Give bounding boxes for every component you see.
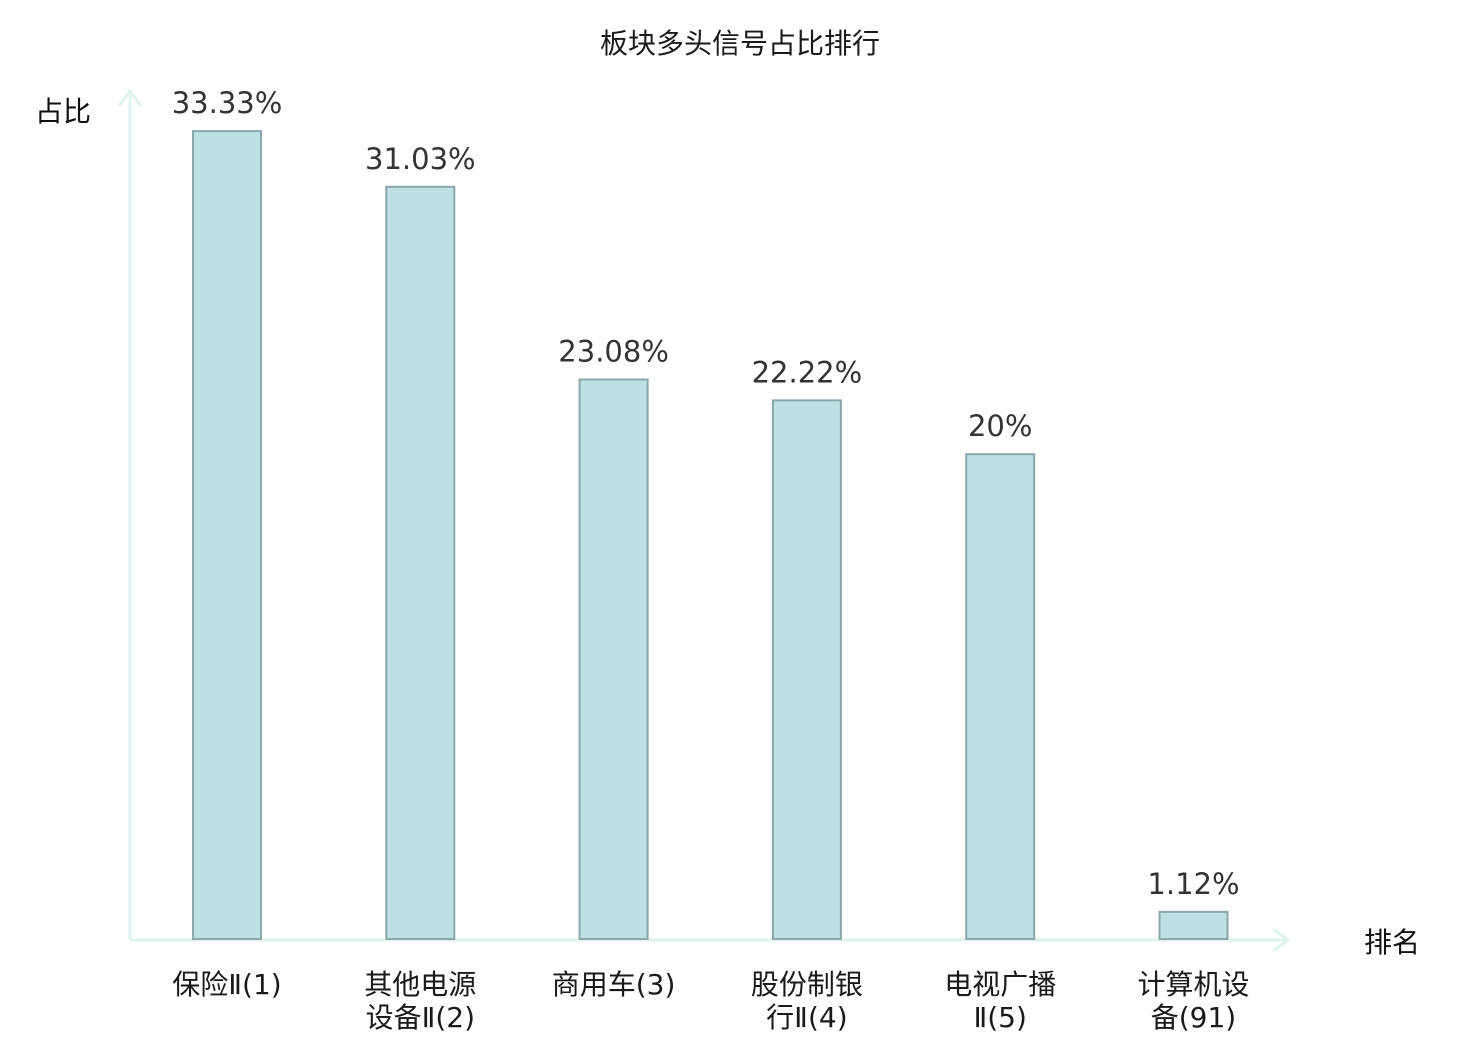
bar-4: [771, 399, 842, 940]
category-label-4-line-1: 股份制银: [751, 968, 863, 1001]
value-label-3: 23.08%: [558, 335, 669, 369]
category-label-5-line-2: Ⅱ(5): [973, 1001, 1026, 1034]
bar-2: [385, 185, 456, 941]
value-labels-group: 33.33% 31.03% 23.08% 22.22% 20% 1.12%: [172, 86, 1240, 901]
value-label-1: 33.33%: [172, 86, 283, 120]
x-axis-arrow: [1272, 927, 1291, 953]
value-label-5: 20%: [968, 409, 1032, 443]
x-axis-label: 排名: [1364, 926, 1420, 959]
bar-5: [965, 453, 1036, 940]
value-label-6: 1.12%: [1147, 867, 1239, 901]
category-label-2-line-2: 设备Ⅱ(2): [366, 1001, 475, 1034]
category-label-2-line-1: 其他电源: [364, 968, 476, 1001]
value-label-2: 31.03%: [365, 142, 476, 176]
value-label-4: 22.22%: [752, 355, 863, 389]
category-label-3-line-1: 商用车(3): [552, 968, 676, 1001]
category-label-1-line-1: 保险Ⅱ(1): [172, 968, 281, 1001]
category-label-5-line-1: 电视广播: [944, 968, 1056, 1001]
y-axis-label: 占比: [35, 95, 91, 128]
bars-group: [192, 130, 1229, 941]
bar-6: [1158, 910, 1229, 941]
category-label-4-line-2: 行Ⅱ(4): [766, 1001, 847, 1034]
chart-title: 板块多头信号占比排行: [600, 27, 880, 60]
bar-1: [192, 130, 262, 941]
category-label-6-line-2: 备(91): [1151, 1001, 1236, 1034]
category-label-6-line-1: 计算机设: [1137, 968, 1249, 1001]
bar-3: [578, 378, 649, 940]
y-axis-arrow: [117, 88, 143, 107]
